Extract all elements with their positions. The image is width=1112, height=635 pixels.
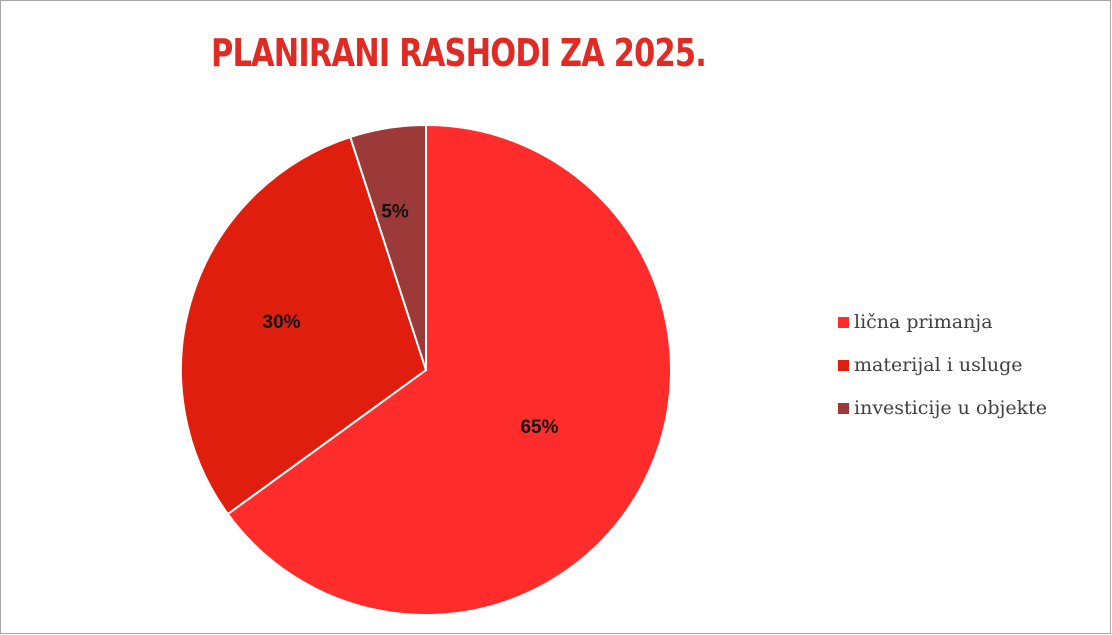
pie-data-labels: 65% 30% 5% <box>263 202 559 438</box>
chart-legend: lična primanja materijal i usluge investic… <box>838 310 1047 439</box>
pie-slice-2 <box>180 135 428 516</box>
legend-item-3: investicije u objekte <box>838 396 1047 420</box>
pie-slices <box>180 123 672 616</box>
legend-swatch <box>838 316 849 328</box>
legend-label: lična primanja <box>854 311 993 333</box>
pie-slice-1 <box>226 123 672 616</box>
data-label-2: 30% <box>263 312 301 333</box>
chart-title: PLANIRANI RASHODI ZA 2025. <box>211 31 707 75</box>
legend-label: investicije u objekte <box>854 397 1048 419</box>
legend-item-1: lična primanja <box>838 310 1047 334</box>
legend-swatch <box>838 402 849 414</box>
data-label-3: 5% <box>381 202 409 223</box>
legend-label: materijal i usluge <box>854 354 1023 376</box>
pie-slice-3 <box>349 123 427 371</box>
legend-swatch <box>838 359 849 371</box>
data-label-1: 65% <box>520 417 558 438</box>
legend-item-2: materijal i usluge <box>838 353 1047 377</box>
